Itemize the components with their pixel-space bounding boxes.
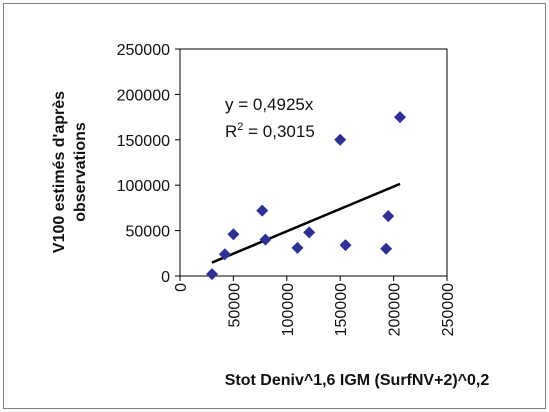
x-tick-label: 200000	[387, 283, 404, 336]
y-axis-title-line-1: V100 estimés d'après	[51, 91, 68, 253]
r-squared-superscript: 2	[237, 121, 243, 133]
data-point	[380, 242, 393, 255]
y-tick-label: 150000	[117, 133, 170, 150]
data-point	[394, 111, 407, 124]
r-squared-label: R2 = 0,3015	[225, 121, 315, 141]
plot-area	[179, 48, 448, 277]
y-tick-label: 250000	[117, 42, 170, 59]
data-point	[218, 248, 231, 261]
y-tick-label: 0	[161, 269, 170, 286]
chart-frame: 0 50000 100000 150000 200000 250000 0 50000 100…	[3, 3, 546, 409]
scatter-chart: 0 50000 100000 150000 200000 250000 0 50000 100…	[51, 42, 490, 389]
data-point	[206, 268, 219, 281]
x-axis-title: Stot Deniv^1,6 IGM (SurfNV+2)^0,2	[225, 372, 490, 389]
y-axis-title-line-2: observations	[72, 122, 89, 222]
data-point	[227, 228, 240, 241]
y-tick-label: 100000	[117, 178, 170, 195]
y-tick-label: 200000	[117, 87, 170, 104]
y-tick-label: 50000	[126, 224, 171, 241]
x-tick-label: 250000	[440, 283, 457, 336]
r-squared-value: = 0,3015	[243, 122, 314, 141]
x-tick-label: 0	[173, 283, 190, 292]
data-points	[206, 111, 407, 281]
x-tick-label: 100000	[280, 283, 297, 336]
trend-equation: y = 0,4925x	[225, 95, 314, 114]
data-point	[259, 233, 272, 246]
y-axis-ticks: 0 50000 100000 150000 200000 250000	[117, 42, 180, 286]
trendline	[211, 182, 401, 264]
x-tick-label: 150000	[333, 283, 350, 336]
r-squared-prefix: R	[225, 122, 237, 141]
data-point	[339, 239, 352, 252]
y-axis-title: V100 estimés d'après observations	[51, 91, 89, 253]
x-tick-label: 50000	[226, 283, 243, 328]
data-point	[291, 241, 304, 254]
data-point	[382, 210, 395, 223]
trendline-group	[211, 182, 401, 264]
data-point	[256, 204, 269, 217]
data-point	[303, 226, 316, 239]
data-point	[334, 133, 347, 146]
x-axis-ticks: 0 50000 100000 150000 200000 250000	[173, 276, 457, 336]
